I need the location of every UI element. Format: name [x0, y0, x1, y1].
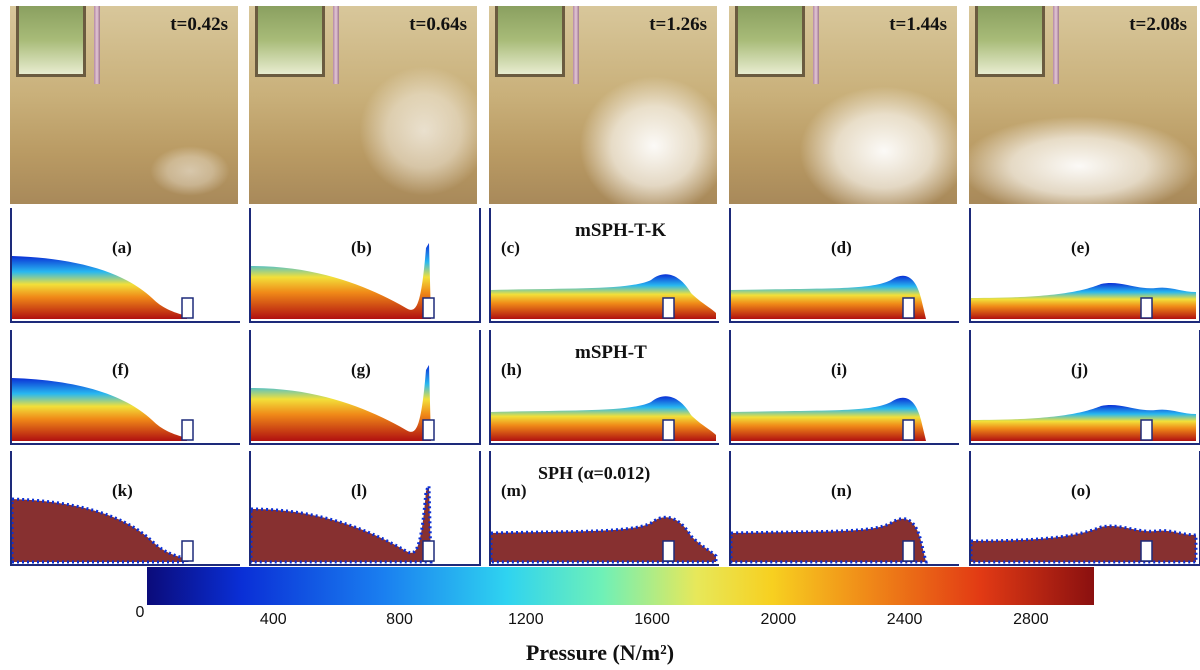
water-profile-image: [971, 405, 1196, 441]
method-label-sph: SPH (α=0.012): [538, 463, 651, 483]
colorbar-tick: 1600: [634, 611, 670, 628]
pipe-image: [813, 6, 819, 84]
sim-panel: (a): [10, 208, 240, 323]
obstacle-block: [1140, 419, 1153, 441]
sim-panel: (b): [249, 208, 481, 323]
water-profile-image: [731, 517, 928, 564]
photo-t4: t=1.44s: [729, 6, 957, 204]
colorbar-tick: 2800: [1013, 611, 1049, 628]
sim-panel: (f): [10, 330, 240, 445]
water-profile-image: [12, 378, 194, 441]
water-profile-image: [971, 524, 1198, 564]
water-profile-image: [491, 396, 716, 441]
spray-image: [359, 66, 477, 196]
spray-image: [799, 86, 957, 204]
water-profile-image: [251, 480, 435, 564]
colorbar-tick: 800: [386, 611, 413, 628]
photo-t2: t=0.64s: [249, 6, 477, 204]
spray-image: [579, 76, 717, 204]
pressure-colorbar: [147, 567, 1094, 605]
photo-t1: t=0.42s: [10, 6, 238, 204]
spray-image: [150, 146, 230, 196]
panel-label: (g): [351, 360, 371, 379]
panel-label: (o): [1071, 481, 1091, 500]
obstacle-block: [422, 540, 435, 562]
obstacle-block: [662, 540, 675, 562]
water-profile-image: [731, 397, 926, 441]
colorbar-tick: 2000: [760, 611, 797, 628]
obstacle-block: [181, 540, 194, 562]
panel-label: (i): [831, 360, 848, 379]
time-label: t=2.08s: [1129, 14, 1187, 35]
obstacle-block: [181, 419, 194, 441]
spray-image: [969, 116, 1197, 204]
obstacle-block: [662, 419, 675, 441]
panel-label: (h): [501, 360, 522, 379]
sim-panel: (k): [10, 451, 240, 566]
obstacle-block: [422, 419, 435, 441]
pipe-image: [333, 6, 339, 84]
obstacle-block: [1140, 540, 1153, 562]
obstacle-block: [902, 419, 915, 441]
photo-t5: t=2.08s: [969, 6, 1197, 204]
photo-t3: t=1.26s: [489, 6, 717, 204]
water-profile-image: [731, 275, 926, 319]
obstacle-block: [662, 297, 675, 319]
window-image: [16, 6, 86, 77]
time-label: t=0.42s: [170, 14, 228, 35]
water-profile-image: [491, 515, 718, 564]
panel-label: (l): [351, 481, 368, 500]
window-image: [735, 6, 805, 77]
water-profile-image: [251, 365, 435, 441]
water-profile-image: [971, 283, 1196, 319]
panel-label: (b): [351, 238, 372, 257]
water-profile-image: [251, 243, 435, 319]
panel-label: (a): [112, 238, 132, 257]
colorbar-tick: 400: [259, 611, 287, 628]
panel-label: (c): [501, 238, 520, 257]
method-label-msph-t: mSPH-T: [575, 342, 647, 363]
sim-panel: (o): [969, 451, 1200, 566]
panel-label: (e): [1071, 238, 1090, 257]
sim-panel: (e): [969, 208, 1200, 323]
water-profile-image: [491, 274, 716, 319]
obstacle-block: [902, 540, 915, 562]
pipe-image: [573, 6, 579, 84]
panel-label: (k): [112, 481, 133, 500]
sim-panel: (j): [969, 330, 1200, 445]
time-label: t=1.26s: [649, 14, 707, 35]
obstacle-block: [1140, 297, 1153, 319]
method-label-msph-t-k: mSPH-T-K: [575, 220, 667, 241]
window-image: [975, 6, 1045, 77]
sim-panel: (n): [729, 451, 959, 566]
obstacle-block: [422, 297, 435, 319]
sim-panel: (g): [249, 330, 481, 445]
sim-panel: (l): [249, 451, 481, 566]
panel-label: (d): [831, 238, 852, 257]
sim-panel: (i): [729, 330, 959, 445]
panel-label: (f): [112, 360, 129, 379]
colorbar-tick: 2400: [886, 611, 923, 628]
window-image: [255, 6, 325, 77]
colorbar-title: Pressure (N/m²): [525, 640, 675, 665]
panel-label: (m): [501, 481, 527, 500]
sim-panel: (c): [489, 208, 719, 323]
sim-panel: (m): [489, 451, 719, 566]
colorbar-tick: 1200: [508, 611, 544, 628]
window-image: [495, 6, 565, 77]
panel-label: (n): [831, 481, 852, 500]
time-label: t=0.64s: [409, 14, 467, 35]
pipe-image: [94, 6, 100, 84]
obstacle-block: [902, 297, 915, 319]
obstacle-block: [181, 297, 194, 319]
sim-panel: (h): [489, 330, 719, 445]
sim-panel: (d): [729, 208, 959, 323]
water-profile-image: [12, 497, 194, 564]
pipe-image: [1053, 6, 1059, 84]
water-profile-image: [12, 256, 194, 319]
time-label: t=1.44s: [889, 14, 947, 35]
panel-label: (j): [1071, 360, 1088, 379]
colorbar-tick: 0: [135, 604, 145, 621]
